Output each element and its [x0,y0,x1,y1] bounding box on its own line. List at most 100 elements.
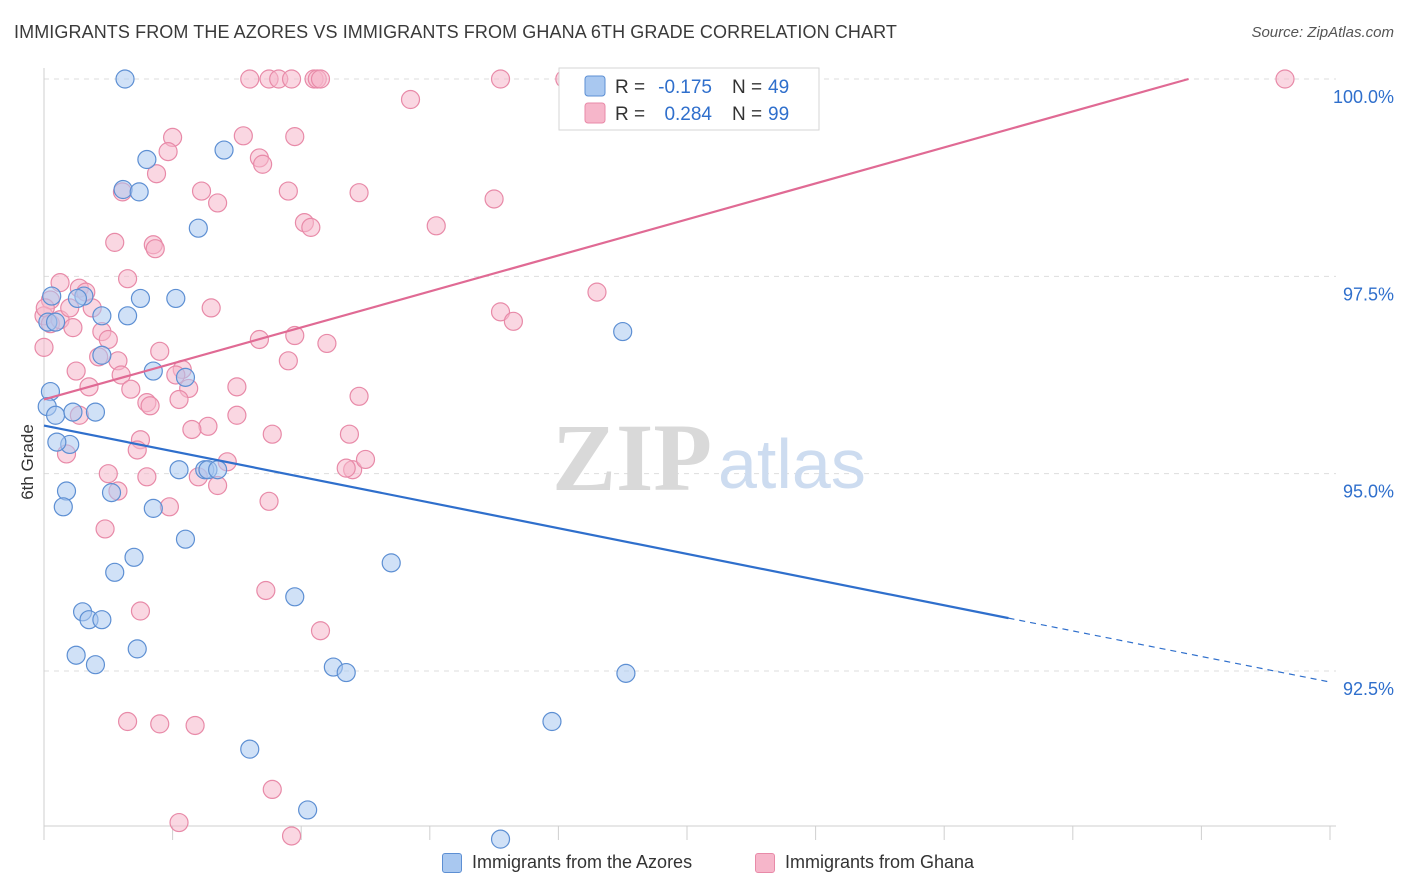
azores-point [143,498,163,518]
azores-point [67,288,88,309]
ghana-point [98,464,118,484]
y-tick-label: 95.0% [1343,482,1394,502]
ghana-point [256,580,276,601]
azores-point [92,306,112,326]
y-tick-label: 92.5% [1343,679,1394,699]
ghana-point [34,337,54,357]
azores-point [101,483,122,503]
ghana-point [105,232,125,252]
ghana-point [240,69,260,89]
ghana-point [1275,69,1295,89]
ghana-point [349,386,369,406]
azores-point [613,321,633,342]
chart-source: Source: ZipAtlas.com [1251,24,1394,41]
ghana-point [117,711,138,732]
ghana-point [185,715,205,736]
azores-point [56,481,77,501]
azores-point [127,639,147,659]
ghana-point [121,379,141,399]
azores-point [45,312,66,332]
ghana-point [503,311,523,331]
ghana-point [278,351,298,371]
ghana-point [400,89,421,110]
azores-point [298,800,318,820]
azores-point [240,739,260,759]
azores-points [37,69,768,849]
ghana-point [310,621,331,641]
azores-point [42,286,62,306]
azores-point [115,69,135,89]
azores-point [214,140,234,160]
legend-n-label-azores: N = [732,77,762,98]
azores-point [92,345,112,365]
azores-point [381,553,401,573]
legend-swatch-azores-bottom [442,852,462,873]
azores-point [92,610,112,630]
ghana-point [426,216,446,236]
ghana-point [169,389,189,410]
y-tick-label: 97.5% [1343,284,1394,304]
ghana-point [317,333,337,354]
legend-n-value-azores: 49 [768,77,789,98]
legend-n-value-ghana: 99 [768,104,789,125]
ghana-point [490,69,511,89]
legend-n-label-ghana: N = [732,104,762,125]
azores-point [336,662,356,683]
ghana-point [262,779,282,800]
azores-point [490,829,511,849]
azores-point [175,529,196,549]
ghana-point [484,189,504,209]
azores-point [47,432,67,452]
ghana-point [150,714,170,734]
series-legend: Immigrants from the Azores Immigrants fr… [0,852,1406,880]
legend-item-ghana: Immigrants from Ghana [755,852,974,873]
ghana-point [146,164,167,184]
ghana-point [227,405,247,425]
ghana-point [137,467,157,487]
ghana-trend-line [43,77,1189,401]
azores-point [129,182,149,202]
azores-point [85,402,106,422]
ghana-point [158,142,178,162]
ghana-point [159,497,179,517]
watermark-zip: ZIP [552,404,712,511]
chart-title: IMMIGRANTS FROM THE AZORES VS IMMIGRANTS… [14,22,897,42]
ghana-point [281,69,302,89]
ghana-point [233,126,253,146]
ghana-point [145,239,165,259]
ghana-point [150,341,170,361]
legend-r-value-azores: -0.175 [658,77,712,98]
ghana-point [95,519,115,539]
y-tick-label: 100.0% [1333,87,1394,107]
ghana-point [130,601,151,621]
zipatlas-watermark: ZIP atlas [552,404,866,511]
legend-label-ghana: Immigrants from Ghana [785,852,975,872]
legend-r-label-azores: R = [615,77,645,98]
azores-trend-line [43,424,1009,620]
legend-r-label-ghana: R = [615,104,645,125]
axes [43,68,1336,827]
y-axis-label: 6th Grade [18,424,37,500]
scatter-chart: ZIP atlas 100.0%97.5%95.0%92.5%0.0%20.0%… [18,67,1394,849]
ghana-point [117,269,138,289]
azores-point [542,711,562,732]
legend-swatch-azores [584,75,606,97]
ghana-point [227,377,247,397]
azores-point [63,402,83,422]
ghana-point [169,812,189,833]
legend-r-value-ghana: 0.284 [664,104,712,125]
ghana-point [281,826,302,846]
ghana-point [259,491,279,511]
ghana-point [355,449,376,470]
ghana-point [191,181,212,201]
azores-point [208,460,228,480]
ghana-point [310,69,331,89]
azores-point [137,149,157,170]
azores-point [285,587,305,607]
correlation-legend: R = -0.175 N = 49 R = 0.284 N = 99 [558,67,820,131]
trend-lines [43,77,1331,683]
ghana-point [278,181,298,201]
azores-point [166,288,186,309]
ghana-point [285,127,305,147]
azores-point [188,218,208,238]
